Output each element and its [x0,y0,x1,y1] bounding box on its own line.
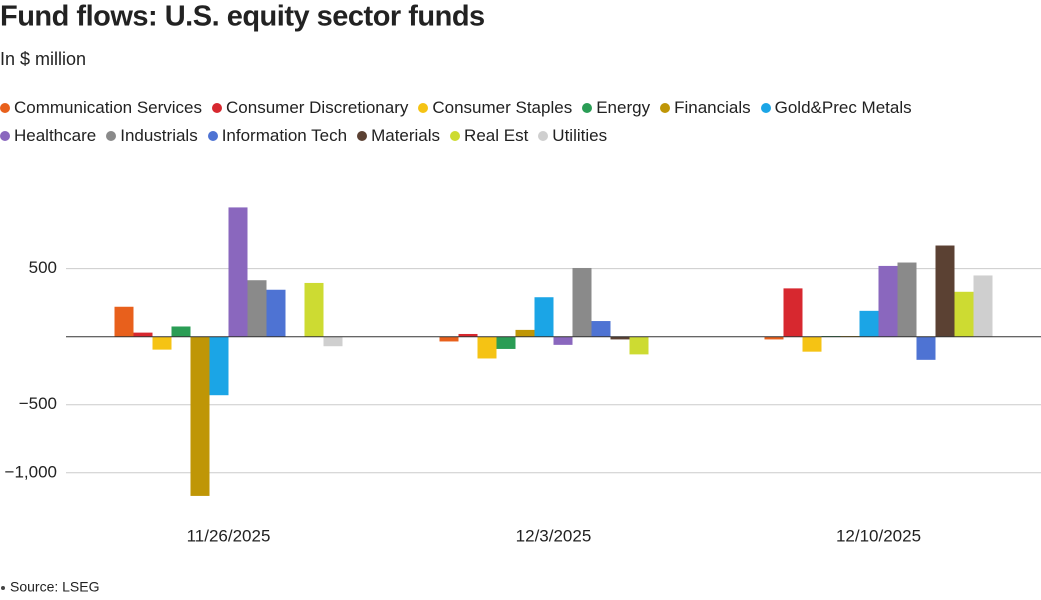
legend-marker [207,131,218,141]
bar [496,336,516,349]
x-tick-label: 11/26/2025 [187,526,271,545]
x-tick-label: 12/3/2025 [516,526,592,545]
legend-item: Energy [582,98,650,118]
legend-marker [660,103,671,113]
legend-label: Utilities [552,126,608,145]
bar [458,333,478,337]
subtitle: In $ million [0,49,86,69]
legend-item: Real Est [450,126,528,146]
legend-item: Healthcare [0,126,96,146]
bar [477,336,497,359]
legend-marker [582,103,593,113]
bar [114,306,134,337]
bar [572,267,592,337]
legend-item: Communication Services [0,98,202,118]
bar [439,336,459,342]
bar [190,336,210,496]
bar [152,336,172,350]
bar [954,291,974,337]
legend-label: Consumer Discretionary [226,98,409,117]
legend-item: Materials [357,126,440,146]
legend-label: Consumer Staples [432,98,573,117]
legend-marker [106,131,117,141]
bar [783,288,803,337]
legend-item: Information Tech [207,126,348,146]
legend-label: Communication Services [14,98,203,117]
legend-label: Financials [674,98,751,117]
legend-item: Consumer Discretionary [212,98,408,118]
legend-item: Utilities [538,126,607,146]
legend-marker [357,131,368,141]
bar [591,321,611,337]
legend-marker [760,103,771,113]
legend-item: Industrials [106,126,198,146]
bar [515,329,535,337]
bar [247,280,267,337]
legend-label: Energy [596,98,651,117]
legend-marker [538,131,549,141]
bar [764,336,784,340]
bar [610,336,630,340]
bar [629,336,649,355]
bar [802,336,822,352]
legend-label: Information Tech [221,126,348,145]
legend-marker [418,103,429,113]
legend-item: Gold&Prec Metals [760,98,912,118]
legend-marker [212,103,223,113]
bar [859,310,879,337]
legend-label: Materials [371,126,441,145]
legend-marker [0,131,10,141]
bar [553,336,573,345]
bar [304,282,324,337]
source: Source: LSEG [10,579,100,595]
legend-label: Healthcare [14,126,97,145]
legend-marker [450,131,461,141]
legend-item: Consumer Staples [418,98,572,118]
legend: Communication Services Consumer Discretio… [0,98,1000,146]
bar [323,336,343,347]
y-tick-label: 500 [29,258,57,277]
legend-marker [0,103,10,113]
x-tick-label: 12/10/2025 [836,526,921,545]
y-tick-label: −500 [19,394,57,413]
bar [228,207,248,337]
bar [935,245,955,337]
bar [171,326,191,337]
bar [266,289,286,337]
bar [534,297,554,337]
legend-item: Financials [660,98,751,118]
legend-label: Industrials [120,126,198,145]
legend-label: Gold&Prec Metals [774,98,912,117]
bar [878,265,898,337]
legend-label: Real Est [464,126,529,145]
source-bullet [1,586,5,590]
bar [133,332,153,337]
y-tick-label: −1,000 [5,462,57,481]
bar [897,262,917,337]
bar [973,275,993,337]
chart-title: Fund flows: U.S. equity sector funds [0,1,485,33]
bar [916,336,936,360]
bar [209,336,229,396]
